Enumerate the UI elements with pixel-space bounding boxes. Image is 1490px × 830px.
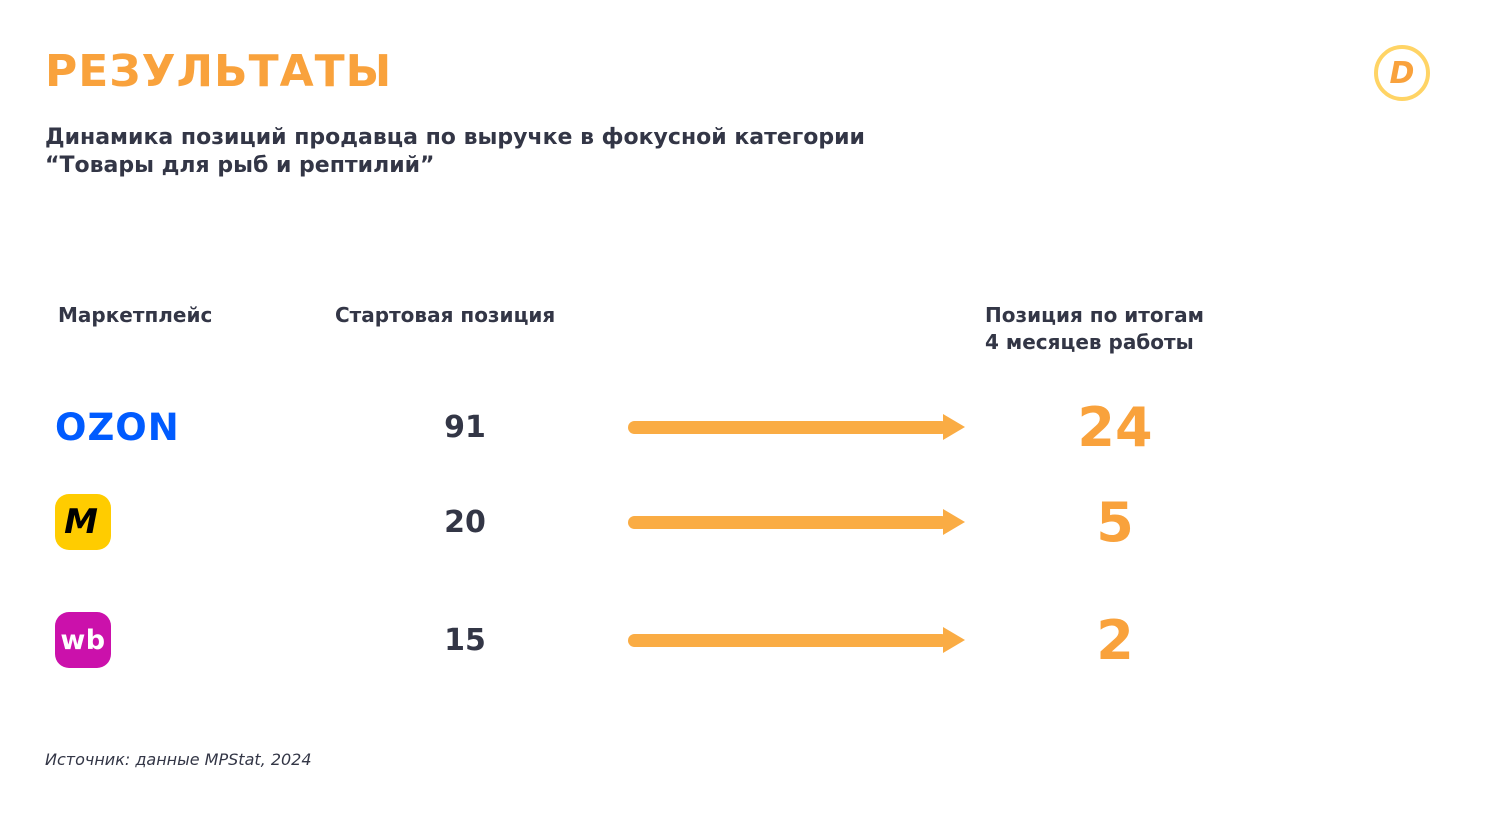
wildberries-logo: wb [55, 605, 295, 675]
progress-arrow-icon [628, 392, 965, 462]
progress-arrow-icon [628, 605, 965, 675]
table-row: M 20 5 [0, 487, 1490, 557]
d-brand-logo-icon: D [1374, 45, 1430, 101]
arrow-right-icon [628, 509, 965, 535]
slide-subtitle: Динамика позиций продавца по выручке в ф… [45, 124, 865, 180]
source-note: Источник: данные MPStat, 2024 [45, 750, 312, 769]
progress-arrow-icon [628, 487, 965, 557]
arrow-right-icon [628, 414, 965, 440]
arrow-right-icon [628, 627, 965, 653]
final-position-value: 5 [1096, 490, 1134, 554]
table-row: OZON 91 24 [0, 392, 1490, 462]
column-header-start-position: Стартовая позиция [335, 303, 556, 327]
yandex-market-logo-icon: M [55, 494, 111, 550]
arrow-head [943, 414, 965, 440]
ozon-logo-text: OZON [55, 405, 180, 449]
start-position-value: 20 [444, 504, 486, 540]
yandex-market-logo-letter: M [64, 502, 98, 542]
final-header-line-1: Позиция по итогам [985, 303, 1204, 327]
subtitle-line-1: Динамика позиций продавца по выручке в ф… [45, 125, 865, 150]
wildberries-logo-icon: wb [55, 612, 111, 668]
arrow-bar [628, 515, 948, 529]
column-header-final-position: Позиция по итогам 4 месяцев работы [985, 302, 1204, 356]
final-position-value: 24 [1077, 395, 1153, 459]
start-position-value: 91 [444, 409, 486, 445]
final-position-value: 2 [1096, 608, 1134, 672]
subtitle-line-2: “Товары для рыб и рептилий” [45, 153, 435, 179]
page-title: РЕЗУЛЬТАТЫ [45, 46, 393, 97]
arrow-bar [628, 633, 948, 647]
d-logo-letter: D [1389, 55, 1415, 91]
wildberries-logo-letters: wb [60, 624, 106, 656]
yandex-market-logo: M [55, 487, 295, 557]
table-row: wb 15 2 [0, 605, 1490, 675]
final-header-line-2: 4 месяцев работы [985, 330, 1194, 354]
ozon-logo: OZON [55, 392, 295, 462]
start-position-value: 15 [444, 622, 486, 658]
arrow-head [943, 627, 965, 653]
arrow-bar [628, 420, 948, 434]
column-header-marketplace: Маркетплейс [58, 303, 213, 327]
arrow-head [943, 509, 965, 535]
